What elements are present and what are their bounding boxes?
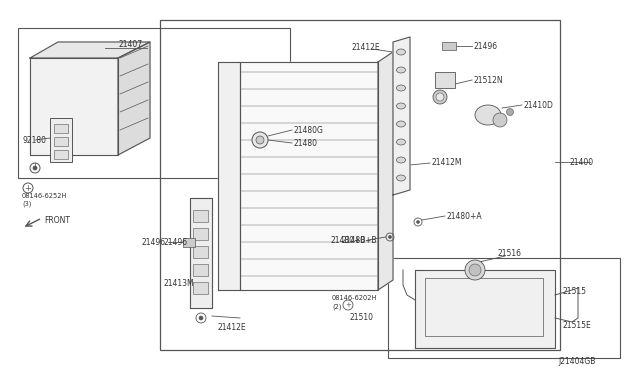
Bar	[183, 238, 195, 247]
Bar	[18, 28, 290, 178]
Text: 21516: 21516	[498, 250, 522, 259]
Text: 92180: 92180	[22, 135, 46, 144]
Text: 21496: 21496	[163, 237, 187, 247]
Bar	[193, 246, 208, 258]
Ellipse shape	[397, 157, 406, 163]
Text: 21410D: 21410D	[524, 100, 554, 109]
Bar	[50, 118, 72, 162]
Polygon shape	[30, 58, 118, 155]
Circle shape	[256, 136, 264, 144]
Text: 21407: 21407	[118, 39, 142, 48]
Text: 21480+B: 21480+B	[330, 235, 366, 244]
Text: J21404GB: J21404GB	[558, 357, 595, 366]
Circle shape	[465, 260, 485, 280]
Bar	[193, 228, 208, 240]
Bar	[54, 150, 68, 159]
Text: 08146-6202H: 08146-6202H	[332, 295, 378, 301]
Text: 21515E: 21515E	[563, 321, 592, 330]
Text: 21413M: 21413M	[163, 279, 194, 288]
Text: 21510: 21510	[350, 314, 374, 323]
Polygon shape	[190, 198, 212, 308]
Circle shape	[417, 221, 419, 224]
Polygon shape	[240, 62, 378, 290]
Text: 21496: 21496	[142, 237, 166, 247]
Text: 21512N: 21512N	[474, 76, 504, 84]
Bar	[193, 264, 208, 276]
Text: (2): (2)	[332, 304, 342, 310]
Bar	[193, 210, 208, 222]
Circle shape	[469, 264, 481, 276]
Polygon shape	[30, 42, 150, 58]
Circle shape	[252, 132, 268, 148]
Bar	[388, 258, 620, 358]
Text: 21412E: 21412E	[218, 324, 246, 333]
Text: 21412M: 21412M	[432, 157, 463, 167]
Circle shape	[433, 90, 447, 104]
Polygon shape	[118, 42, 150, 155]
Ellipse shape	[475, 105, 501, 125]
Text: 21480+A: 21480+A	[447, 212, 483, 221]
Text: +: +	[345, 302, 351, 308]
Text: +: +	[24, 183, 31, 192]
Circle shape	[388, 235, 392, 238]
Circle shape	[436, 93, 444, 101]
Polygon shape	[378, 52, 393, 290]
Bar	[54, 137, 68, 146]
Bar	[442, 42, 456, 50]
Circle shape	[506, 109, 513, 115]
Text: 21480: 21480	[294, 138, 318, 148]
Text: 08146-6252H: 08146-6252H	[22, 193, 67, 199]
Circle shape	[33, 166, 37, 170]
Ellipse shape	[397, 49, 406, 55]
Polygon shape	[393, 37, 410, 195]
Polygon shape	[218, 62, 240, 290]
Text: 21496: 21496	[474, 42, 498, 51]
Ellipse shape	[397, 85, 406, 91]
Bar	[435, 72, 455, 88]
Text: 21515: 21515	[563, 288, 587, 296]
Bar	[425, 278, 543, 336]
Text: (3): (3)	[22, 201, 31, 207]
Bar	[54, 124, 68, 133]
Ellipse shape	[397, 67, 406, 73]
Ellipse shape	[397, 139, 406, 145]
Text: 21412E: 21412E	[352, 42, 381, 51]
Bar	[193, 282, 208, 294]
Polygon shape	[415, 270, 555, 348]
Text: 21480G: 21480G	[294, 125, 324, 135]
Ellipse shape	[397, 175, 406, 181]
Circle shape	[493, 113, 507, 127]
Circle shape	[199, 316, 203, 320]
Bar	[160, 20, 560, 350]
Text: 21400: 21400	[570, 157, 594, 167]
Text: FRONT: FRONT	[44, 215, 70, 224]
Text: 21480+B: 21480+B	[342, 235, 378, 244]
Ellipse shape	[397, 121, 406, 127]
Ellipse shape	[397, 103, 406, 109]
